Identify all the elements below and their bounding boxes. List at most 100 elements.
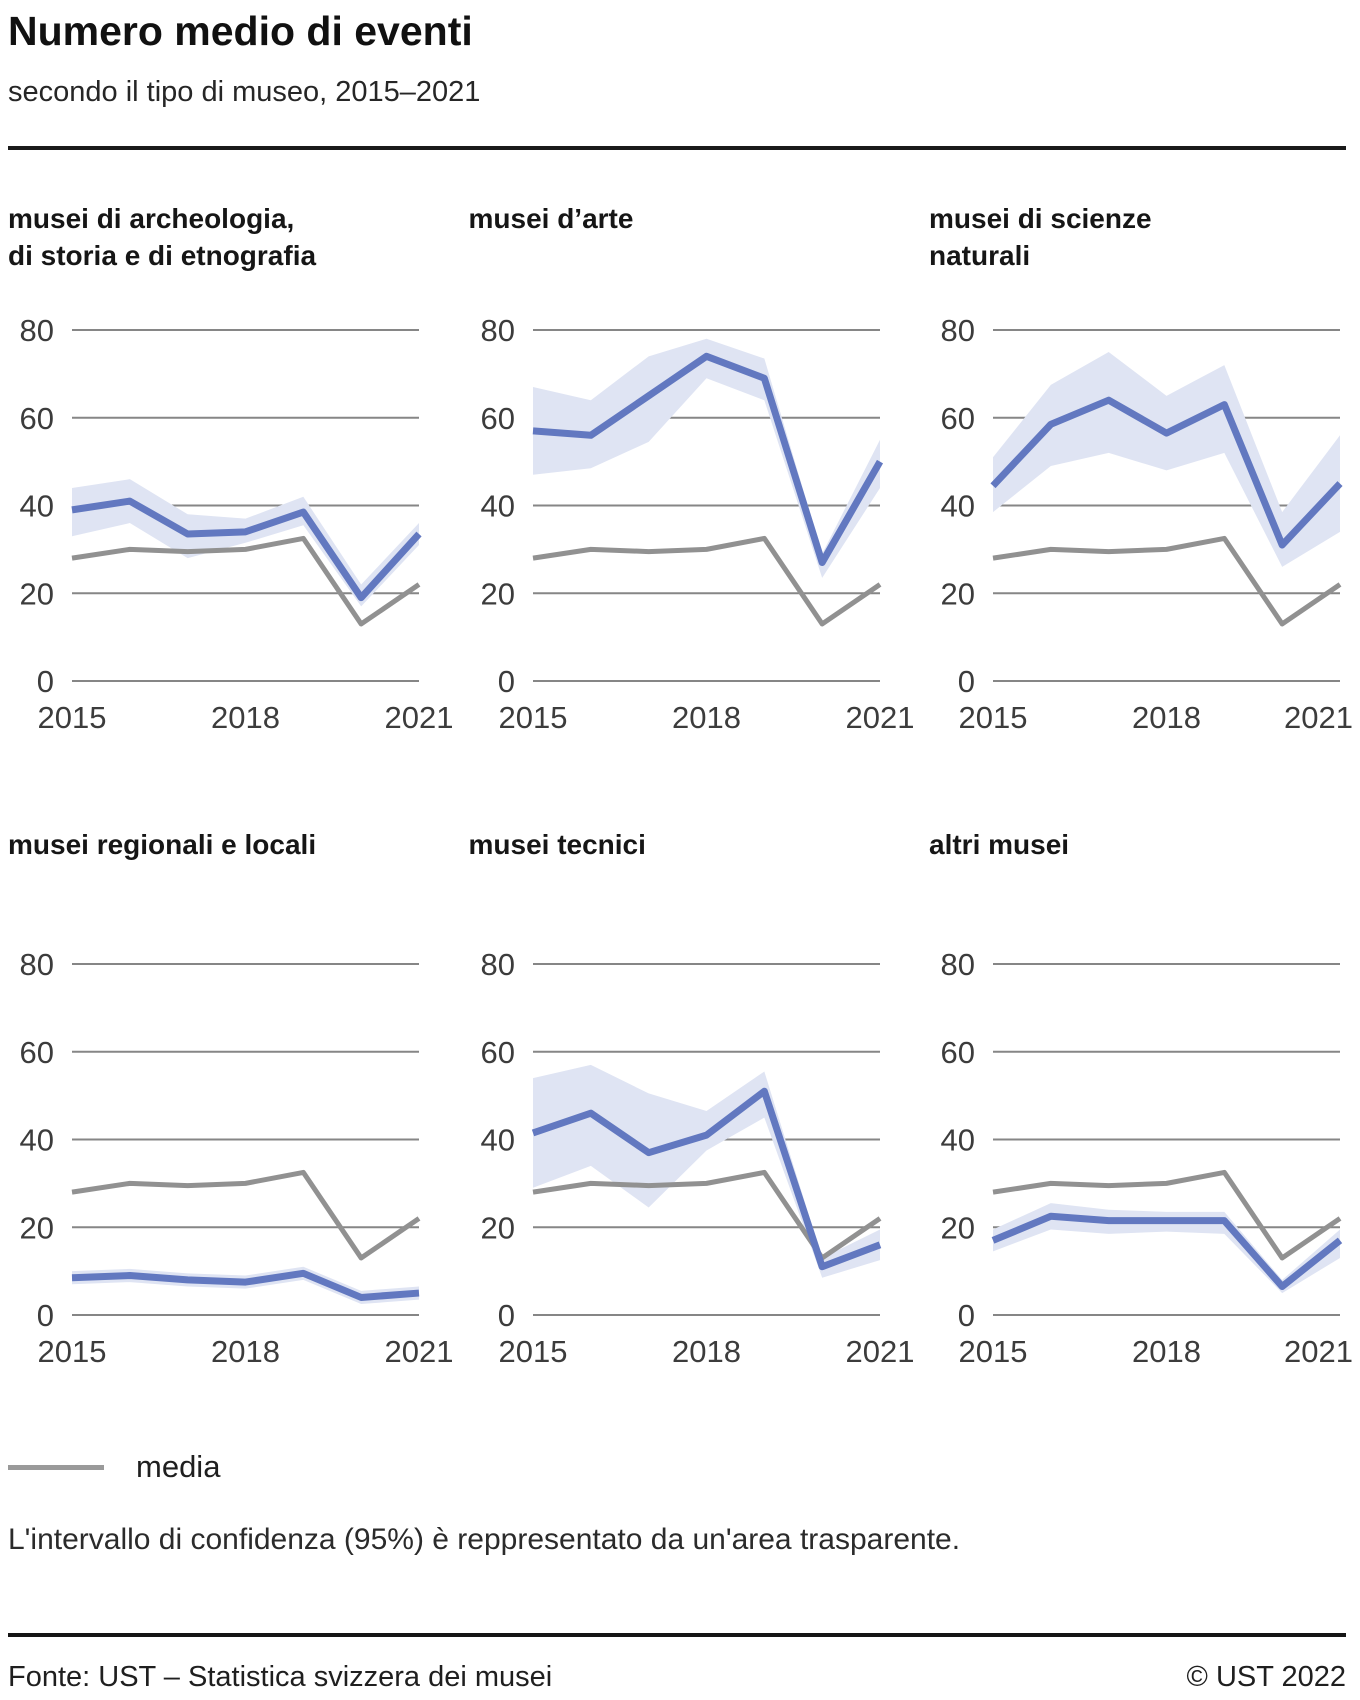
media-line-swatch <box>8 1464 104 1470</box>
y-tick-label: 40 <box>20 1123 54 1158</box>
line-chart: 0 20 40 60 80 2015 2018 2021 <box>20 947 454 1369</box>
x-tick-label: 2015 <box>959 1334 1028 1369</box>
y-tick-label: 20 <box>20 1210 54 1245</box>
x-tick-label: 2021 <box>385 1334 454 1369</box>
header-divider <box>8 146 1346 150</box>
charts-grid: musei di archeologia, di storia e di etn… <box>8 200 1353 1392</box>
line-chart: 0 20 40 60 80 2015 2018 2021 <box>480 313 914 735</box>
y-tick-label: 80 <box>941 947 975 982</box>
chart-title-line: musei d’arte <box>468 203 634 234</box>
chart-title: musei regionali e locali <box>8 826 425 942</box>
chart-title: musei di archeologia, di storia e di etn… <box>8 200 425 308</box>
line-chart: 0 20 40 60 80 2015 2018 2021 <box>941 313 1353 735</box>
series-line <box>531 1087 881 1271</box>
x-tick-label: 2021 <box>845 1334 914 1369</box>
source-text: Fonte: UST – Statistica svizzera dei mus… <box>8 1661 553 1693</box>
y-tick-label: 20 <box>941 576 975 611</box>
series-line <box>71 1269 420 1301</box>
chart-panel-altri-musei: altri musei 0 20 40 60 80 2015 2018 2021 <box>929 758 1353 1392</box>
y-tick-label: 20 <box>480 1210 514 1245</box>
y-tick-label: 20 <box>480 576 514 611</box>
chart-panel-arte: musei d’arte 0 20 40 60 80 2015 2018 2021 <box>469 200 914 758</box>
x-tick-label: 2015 <box>959 700 1028 735</box>
media-line <box>992 1169 1342 1261</box>
confidence-band <box>532 338 880 578</box>
y-tick-label: 40 <box>20 489 54 524</box>
y-tick-label: 80 <box>480 313 514 348</box>
y-tick-label: 80 <box>941 313 975 348</box>
y-tick-label: 80 <box>20 947 54 982</box>
x-tick-label: 2018 <box>1132 1334 1201 1369</box>
chart-title-line: musei tecnici <box>468 829 646 860</box>
page-title: Numero medio di eventi <box>8 8 473 54</box>
x-tick-label: 2021 <box>1284 1334 1353 1369</box>
y-tick-label: 40 <box>941 1123 975 1158</box>
series-line <box>532 352 883 567</box>
x-tick-label: 2015 <box>38 700 107 735</box>
media-line <box>71 1169 421 1261</box>
y-tick-label: 0 <box>37 1298 54 1333</box>
legend: media <box>8 1447 1346 1487</box>
confidence-note: L'intervallo di confidenza (95%) è reppr… <box>8 1523 961 1556</box>
y-tick-label: 0 <box>497 1298 514 1333</box>
media-line <box>532 1169 881 1261</box>
media-line <box>532 535 881 627</box>
x-tick-label: 2018 <box>672 700 741 735</box>
y-tick-label: 60 <box>20 1035 54 1070</box>
x-tick-label: 2015 <box>498 700 567 735</box>
media-line <box>992 535 1342 627</box>
x-tick-label: 2018 <box>211 700 280 735</box>
footer: Fonte: UST – Statistica svizzera dei mus… <box>8 1661 1346 1694</box>
y-tick-label: 60 <box>941 1035 975 1070</box>
confidence-band <box>72 479 419 607</box>
chart-title: musei di scienze naturali <box>929 200 1346 308</box>
confidence-band <box>993 351 1340 567</box>
y-tick-label: 40 <box>941 489 975 524</box>
chart-title: musei tecnici <box>469 826 886 942</box>
x-tick-label: 2021 <box>1284 700 1353 735</box>
series-line <box>71 497 422 602</box>
page-subtitle: secondo il tipo di museo, 2015–2021 <box>8 76 481 108</box>
y-tick-label: 0 <box>497 664 514 699</box>
chart-title-line: musei regionali e locali <box>8 829 317 860</box>
y-tick-label: 80 <box>480 947 514 982</box>
x-tick-label: 2018 <box>672 1334 741 1369</box>
x-tick-label: 2018 <box>1132 700 1201 735</box>
chart-title: altri musei <box>929 826 1346 942</box>
y-tick-label: 40 <box>480 489 514 524</box>
chart-title-line: musei di archeologia, <box>8 203 295 234</box>
chart-panel-scienze-naturali: musei di scienze naturali 0 20 40 60 80 2015 2… <box>929 200 1353 758</box>
x-tick-label: 2018 <box>211 1334 280 1369</box>
y-tick-label: 80 <box>20 313 54 348</box>
media-line <box>71 535 421 627</box>
y-tick-label: 40 <box>480 1123 514 1158</box>
chart-title-line: naturali <box>929 240 1031 271</box>
x-tick-label: 2015 <box>498 1334 567 1369</box>
x-tick-label: 2021 <box>385 700 454 735</box>
chart-panel-archeologia: musei di archeologia, di storia e di etn… <box>8 200 453 758</box>
x-tick-label: 2021 <box>845 700 914 735</box>
line-chart: 0 20 40 60 80 2015 2018 2021 <box>941 947 1353 1369</box>
legend-label: media <box>136 1449 221 1484</box>
chart-panel-tecnici: musei tecnici 0 20 40 60 80 2015 2018 2021 <box>469 758 914 1392</box>
chart-title: musei d’arte <box>469 200 886 308</box>
series-line <box>991 1212 1343 1290</box>
header: Numero medio di eventi secondo il tipo d… <box>8 6 1346 150</box>
y-tick-label: 60 <box>480 401 514 436</box>
y-tick-label: 0 <box>958 1298 975 1333</box>
y-tick-label: 20 <box>20 576 54 611</box>
confidence-band <box>993 1203 1340 1294</box>
x-tick-label: 2015 <box>38 1334 107 1369</box>
y-tick-label: 60 <box>20 401 54 436</box>
series-line <box>990 396 1343 549</box>
line-chart: 0 20 40 60 80 2015 2018 2021 <box>480 947 914 1369</box>
chart-title-line: di storia e di etnografia <box>8 240 317 271</box>
chart-panel-regionali-locali: musei regionali e locali 0 20 40 60 80 2015 20… <box>8 758 454 1392</box>
y-tick-label: 60 <box>941 401 975 436</box>
copyright-text: © UST 2022 <box>1186 1661 1346 1693</box>
y-tick-label: 0 <box>37 664 54 699</box>
y-tick-label: 60 <box>480 1035 514 1070</box>
chart-title-line: altri musei <box>929 829 1070 860</box>
confidence-band <box>532 1064 880 1278</box>
y-tick-label: 20 <box>941 1210 975 1245</box>
